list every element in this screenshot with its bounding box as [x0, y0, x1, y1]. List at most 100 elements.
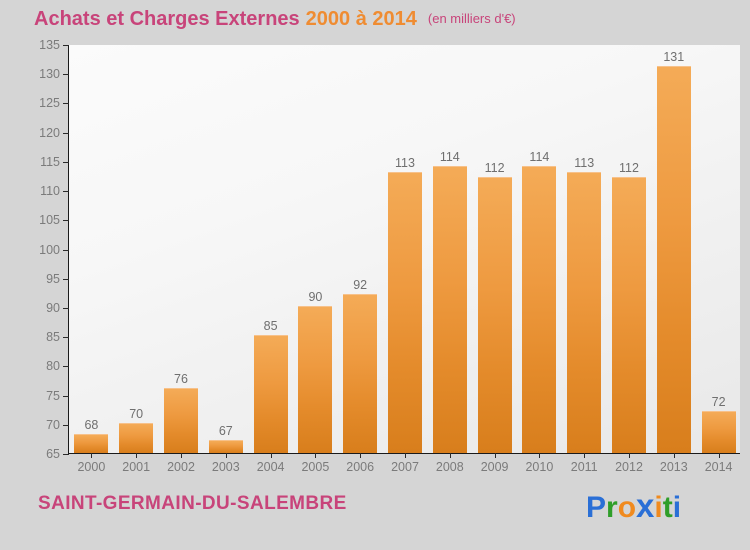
bar[interactable]	[298, 305, 333, 453]
bar[interactable]	[164, 387, 198, 453]
x-axis-tick	[360, 453, 362, 458]
bar[interactable]	[388, 171, 422, 453]
y-axis-label: 70	[46, 417, 60, 432]
bar-column[interactable]: 70	[119, 45, 154, 453]
bar[interactable]	[567, 171, 602, 453]
x-axis-label: 2000	[77, 460, 106, 474]
y-axis-label: 65	[46, 447, 60, 461]
x-axis-tick	[449, 453, 451, 458]
bar-column[interactable]: 112	[477, 45, 512, 453]
bar-value-label: 67	[218, 424, 233, 439]
x-axis-label: 2009	[480, 460, 509, 474]
bar-column[interactable]: 114	[432, 45, 467, 453]
bar-value-label: 112	[484, 161, 505, 176]
x-axis-label: 2007	[391, 460, 419, 474]
bar[interactable]	[343, 294, 378, 453]
bar-value-label: 70	[129, 406, 144, 421]
logo-letter-o: o	[617, 491, 637, 524]
x-axis-label: 2012	[615, 460, 643, 474]
bar-value-label: 112	[619, 161, 639, 176]
bar[interactable]	[656, 66, 691, 453]
x-axis-label: 2013	[659, 460, 688, 474]
bar-column[interactable]: 85	[253, 45, 288, 453]
y-axis-tick	[63, 132, 69, 134]
y-axis-tick	[63, 103, 69, 105]
x-axis-tick	[673, 453, 675, 458]
chart-footer: SAINT-GERMAIN-DU-SALEMBRE Proxiti	[0, 482, 750, 550]
x-axis-tick	[225, 453, 227, 458]
y-axis-tick	[63, 278, 69, 280]
bar[interactable]	[522, 165, 557, 453]
logo-letter-i-second: i	[672, 491, 682, 524]
bar-value-label: 113	[574, 155, 595, 170]
y-axis-label: 100	[39, 242, 60, 257]
bar-column[interactable]: 72	[701, 45, 736, 453]
y-axis-tick	[63, 307, 69, 309]
y-axis-tick	[63, 191, 69, 193]
chart-plot-area: 68 70 76 67 85 90 92 113 114 112 114 113 112 131 72 65…	[39, 38, 740, 474]
bar[interactable]	[119, 422, 154, 453]
place-name: SAINT-GERMAIN-DU-SALEMBRE	[38, 493, 347, 514]
x-axis-label: 2003	[211, 460, 240, 474]
bar-value-label: 131	[663, 50, 685, 65]
bar[interactable]	[74, 434, 109, 453]
y-axis-tick	[63, 395, 69, 397]
bar-value-label: 114	[529, 149, 550, 164]
x-axis-label: 2002	[167, 460, 195, 474]
x-axis-tick	[91, 453, 93, 458]
x-axis-tick	[136, 453, 138, 458]
chart-title-years: 2000 à 2014	[305, 8, 417, 30]
chart-title: Achats et Charges Externes 2000 à 2014 (en…	[34, 6, 734, 32]
x-axis-label: 2005	[301, 460, 330, 474]
x-axis-tick	[181, 453, 182, 458]
bar-column[interactable]: 114	[522, 45, 557, 453]
y-axis-tick	[63, 249, 69, 251]
bar[interactable]	[701, 411, 736, 453]
bar-column[interactable]: 113	[567, 45, 602, 453]
plot-canvas: 68 70 76 67 85 90 92 113 114 112 114 113 112 131 72 65…	[39, 38, 740, 474]
x-axis-label: 2008	[435, 460, 464, 474]
bar-value-label: 76	[174, 371, 188, 386]
bar-series: 68 70 76 67 85 90 92 113 114 112 114 113 112 131 72	[69, 45, 740, 453]
y-axis-label: 135	[39, 38, 60, 52]
logo-letter-t: t	[662, 491, 673, 524]
bar-value-label: 72	[711, 395, 726, 410]
bar-column[interactable]: 131	[656, 45, 691, 453]
y-axis-label: 105	[39, 213, 60, 228]
y-axis-label: 85	[46, 330, 60, 345]
bar-column[interactable]: 90	[298, 45, 333, 453]
y-axis-label: 95	[46, 271, 60, 286]
proxiti-logo[interactable]: Proxiti	[586, 487, 681, 527]
x-axis-label: 2010	[525, 460, 554, 474]
logo-letter-r: r	[606, 491, 618, 524]
y-axis-tick	[63, 454, 69, 455]
x-axis-label: 2004	[256, 460, 285, 474]
y-axis-label: 125	[39, 96, 60, 111]
y-axis-label: 120	[39, 125, 60, 140]
bar-column[interactable]: 92	[343, 45, 378, 453]
bar-column[interactable]: 112	[612, 45, 646, 453]
bar[interactable]	[208, 440, 243, 453]
y-axis-label: 75	[46, 388, 60, 403]
bar-column[interactable]: 68	[74, 45, 109, 453]
x-axis-label: 2006	[346, 460, 375, 474]
bar-column[interactable]: 113	[388, 45, 422, 453]
y-axis-label: 110	[40, 184, 60, 199]
x-axis-tick	[629, 453, 630, 458]
y-axis-label: 115	[40, 154, 60, 169]
bar[interactable]	[432, 165, 467, 453]
bar[interactable]	[477, 177, 512, 453]
bar-column[interactable]: 76	[164, 45, 198, 453]
bar[interactable]	[612, 177, 646, 453]
x-axis-tick	[539, 453, 541, 458]
bar[interactable]	[253, 335, 288, 453]
bar-value-label: 68	[84, 418, 99, 433]
x-axis-tick	[718, 453, 720, 458]
bar-column[interactable]: 67	[208, 45, 243, 453]
bar-value-label: 92	[353, 278, 368, 293]
logo-letter-p: P	[586, 491, 607, 524]
x-axis-label: 2014	[704, 460, 733, 474]
x-axis-label: 2001	[122, 460, 151, 474]
y-axis-label: 80	[46, 359, 60, 374]
